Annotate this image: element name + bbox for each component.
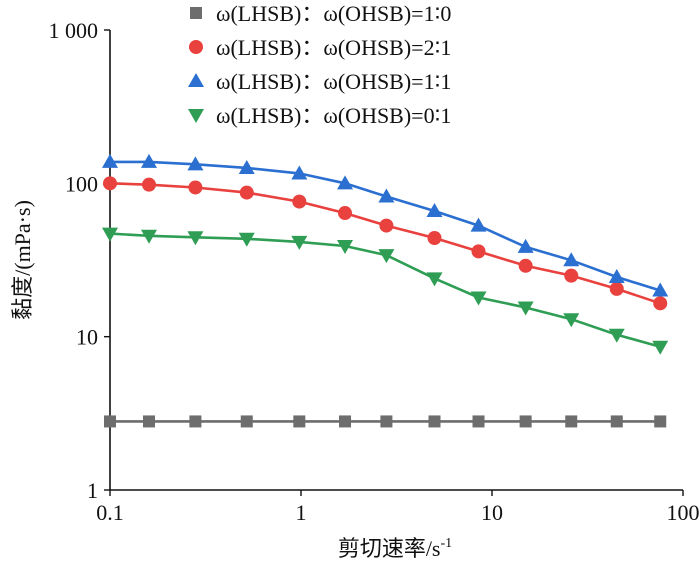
y-tick-label: 1 000 [49, 18, 99, 43]
legend-item: ω(LHSB)：ω(OHSB)=0∶1 [188, 103, 451, 128]
data-point [564, 268, 579, 283]
series-1 [104, 415, 667, 428]
data-point [142, 415, 155, 428]
data-point [188, 180, 203, 195]
data-point [291, 235, 308, 250]
data-point [187, 156, 204, 171]
legend-label: ω(LHSB)：ω(OHSB)=1∶0 [216, 1, 451, 26]
data-point [140, 153, 157, 168]
legend-marker [189, 40, 203, 54]
data-point [426, 272, 443, 287]
data-point [563, 252, 580, 267]
series-layer [102, 153, 669, 428]
data-point [140, 229, 157, 244]
data-point [379, 218, 394, 233]
legend-marker [188, 109, 204, 123]
data-point [102, 227, 118, 242]
legend-label: ω(LHSB)：ω(OHSB)=2∶1 [216, 35, 451, 60]
data-point [339, 415, 352, 428]
data-point [103, 176, 117, 191]
data-point [378, 249, 395, 264]
legend: ω(LHSB)：ω(OHSB)=1∶0 ω(LHSB)：ω(OHSB)=2∶1 ω(… [188, 1, 451, 128]
data-point [338, 206, 353, 221]
data-point [608, 328, 625, 343]
data-point [428, 415, 441, 428]
data-point [471, 244, 486, 259]
data-point [292, 194, 307, 209]
data-point [653, 296, 668, 311]
data-point [240, 415, 253, 428]
data-point [380, 415, 393, 428]
x-axis-title-superscript: -1 [441, 536, 453, 551]
data-point [654, 415, 667, 428]
data-point [239, 185, 254, 200]
data-point [189, 415, 202, 428]
y-axis-title: 黏度/(mPa·s) [10, 200, 35, 320]
data-point [427, 231, 442, 246]
data-point [470, 291, 487, 306]
data-point [565, 415, 578, 428]
data-point [609, 281, 624, 296]
data-point [291, 165, 308, 180]
data-point [518, 258, 533, 273]
legend-label: ω(LHSB)：ω(OHSB)=0∶1 [216, 103, 451, 128]
data-point [472, 415, 485, 428]
data-point [652, 340, 669, 355]
x-axis-title: 剪切速率/s-1 [338, 536, 452, 561]
legend-marker [188, 73, 204, 87]
series-4 [102, 227, 669, 355]
data-point [610, 415, 623, 428]
data-point [238, 232, 255, 247]
data-point [238, 159, 255, 174]
data-point [378, 188, 395, 203]
legend-item: ω(LHSB)：ω(OHSB)=2∶1 [189, 35, 451, 60]
legend-item: ω(LHSB)：ω(OHSB)=1∶1 [188, 69, 451, 94]
data-point [293, 415, 306, 428]
y-tick-label: 10 [76, 325, 98, 350]
y-tick-label: 100 [65, 171, 98, 196]
x-tick-label: 1 [296, 500, 307, 525]
data-point [337, 175, 354, 190]
x-tick-label: 0.1 [96, 500, 124, 525]
data-point [426, 203, 443, 218]
x-tick-label: 100 [667, 500, 700, 525]
data-point [337, 240, 354, 255]
data-point [517, 238, 534, 253]
series-2 [103, 176, 668, 311]
data-point [104, 415, 116, 428]
data-point [563, 313, 580, 328]
legend-marker [190, 7, 202, 19]
data-point [141, 177, 156, 192]
data-point [517, 301, 534, 316]
legend-label: ω(LHSB)：ω(OHSB)=1∶1 [216, 69, 451, 94]
data-point [470, 217, 487, 232]
x-tick-label: 10 [481, 500, 503, 525]
legend-item: ω(LHSB)：ω(OHSB)=1∶0 [190, 1, 451, 26]
data-point [652, 282, 669, 297]
data-point [187, 231, 204, 246]
data-point [519, 415, 532, 428]
series-3 [102, 153, 669, 297]
data-point [102, 153, 118, 168]
data-point [608, 268, 625, 283]
y-tick-label: 1 [87, 478, 98, 503]
